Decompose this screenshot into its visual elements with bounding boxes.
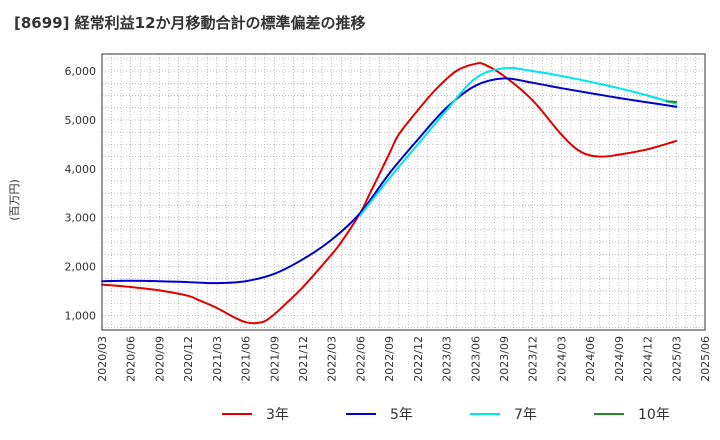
x-tick-label: 2022/06	[354, 336, 367, 382]
x-tick-label: 2024/06	[584, 336, 597, 382]
series-lines	[101, 62, 678, 325]
x-tick-label: 2023/06	[469, 336, 482, 382]
legend-label: 7年	[514, 407, 537, 423]
x-tick-label: 2020/09	[153, 336, 166, 382]
series-line-7年	[359, 66, 678, 217]
series-line-10年	[665, 100, 678, 103]
y-tick-label: 3,000	[65, 212, 97, 225]
x-tick-label: 2020/03	[96, 336, 109, 382]
x-tick-label: 2024/09	[613, 336, 626, 382]
legend-label: 3年	[266, 407, 289, 423]
series-line-3年	[101, 62, 678, 325]
x-tick-label: 2021/06	[240, 336, 253, 382]
x-tick-label: 2021/09	[268, 336, 281, 382]
plot-area	[102, 54, 705, 330]
x-tick-label: 2022/09	[383, 336, 396, 382]
y-tick-label: 2,000	[65, 260, 97, 273]
y-tick-label: 5,000	[65, 114, 97, 127]
x-tick-label: 2023/09	[498, 336, 511, 382]
x-tick-label: 2024/03	[555, 336, 568, 382]
x-tick-label: 2022/12	[412, 336, 425, 382]
chart-title: [8699] 経常利益12か月移動合計の標準偏差の推移	[14, 14, 366, 32]
y-axis: 1,000 2,000 3,000 4,000 5,000 6,000	[65, 65, 97, 322]
x-tick-label: 2025/03	[670, 336, 683, 382]
x-tick-label: 2023/12	[527, 336, 540, 382]
legend: 3年 5年 7年 10年	[222, 407, 670, 423]
y-axis-label: (百万円)	[8, 179, 21, 221]
x-tick-label: 2020/06	[125, 336, 138, 382]
x-tick-label: 2025/06	[699, 336, 712, 382]
series-line-5年	[101, 77, 678, 285]
x-tick-label: 2020/12	[182, 336, 195, 382]
x-tick-label: 2021/03	[211, 336, 224, 382]
x-tick-label: 2024/12	[642, 336, 655, 382]
legend-label: 10年	[638, 407, 670, 423]
plot-border	[101, 53, 706, 331]
x-axis: 2020/03 2020/06 2020/09 2020/12 2021/03 2021/…	[96, 336, 712, 382]
x-tick-label: 2021/12	[297, 336, 310, 382]
y-tick-label: 6,000	[65, 65, 97, 78]
y-tick-label: 1,000	[65, 309, 97, 322]
legend-label: 5年	[390, 407, 413, 423]
x-tick-label: 2022/03	[326, 336, 339, 382]
x-tick-label: 2023/03	[441, 336, 454, 382]
y-tick-label: 4,000	[65, 163, 97, 176]
